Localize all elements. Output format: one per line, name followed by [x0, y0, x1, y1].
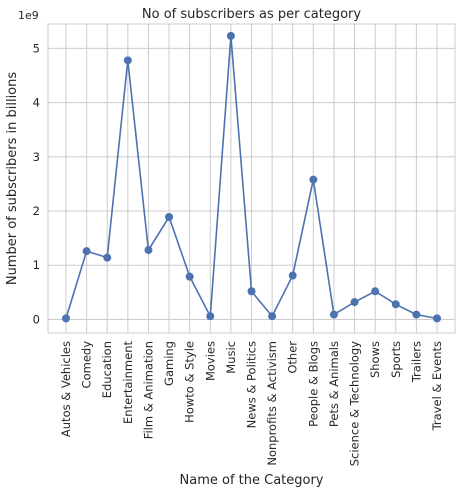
x-tick-label: Autos & Vehicles: [59, 341, 73, 437]
x-tick-label: Education: [100, 341, 114, 398]
data-point: [123, 56, 132, 65]
data-point: [268, 312, 277, 321]
data-point: [82, 247, 91, 256]
x-tick-label: Nonprofits & Activism: [265, 341, 279, 466]
data-point: [62, 314, 70, 323]
x-tick-label: Howto & Style: [183, 341, 197, 423]
data-point: [288, 271, 297, 280]
x-tick-label: Pets & Animals: [327, 341, 341, 427]
data-point: [103, 253, 112, 262]
x-tick-label: Film & Animation: [141, 341, 155, 439]
y-tick-label: 1: [33, 258, 40, 272]
x-tick-label: Travel & Events: [430, 341, 444, 431]
x-tick-label: Science & Technology: [348, 341, 362, 466]
x-tick-label: Movies: [203, 341, 217, 381]
x-tick-label: Sports: [389, 341, 403, 378]
y-axis-offset-label: 1e9: [18, 9, 39, 22]
y-tick-label: 0: [33, 312, 40, 326]
y-tick-label: 4: [33, 96, 40, 110]
data-point: [185, 272, 194, 281]
plot-frame: [47, 23, 456, 334]
y-axis-label: Number of subscribers in billions: [5, 72, 20, 286]
data-point: [226, 31, 235, 40]
x-axis-ticks: Autos & Vehicles Comedy Education Entertain…: [59, 341, 444, 467]
x-axis-label: Name of the Category: [180, 473, 324, 488]
x-tick-label: Comedy: [80, 341, 94, 389]
y-tick-label: 2: [33, 204, 40, 218]
y-axis-ticks: 0 1 2 3 4 5: [33, 41, 40, 326]
x-tick-label: Other: [286, 341, 300, 374]
x-tick-label: Gaming: [162, 341, 176, 386]
data-point: [247, 287, 256, 296]
y-tick-label: 5: [33, 41, 40, 55]
data-point: [309, 175, 318, 184]
data-point: [412, 310, 421, 319]
data-point: [391, 300, 400, 309]
data-point: [350, 298, 359, 307]
data-point: [144, 246, 153, 255]
data-point: [371, 287, 380, 296]
y-tick-label: 3: [33, 150, 40, 164]
x-tick-label: News & Politics: [245, 341, 259, 428]
series: [62, 31, 441, 323]
x-tick-label: Entertainment: [121, 341, 135, 424]
chart-title: No of subscribers as per category: [142, 7, 361, 22]
x-tick-label: Trailers: [409, 341, 423, 383]
grid: [48, 24, 455, 333]
x-tick-label: People & Blogs: [306, 341, 320, 427]
data-point: [329, 310, 338, 319]
x-tick-label: Music: [224, 341, 238, 374]
x-tick-label: Shows: [368, 341, 382, 378]
data-point: [165, 212, 174, 221]
data-point: [206, 312, 215, 321]
data-point: [433, 314, 441, 323]
